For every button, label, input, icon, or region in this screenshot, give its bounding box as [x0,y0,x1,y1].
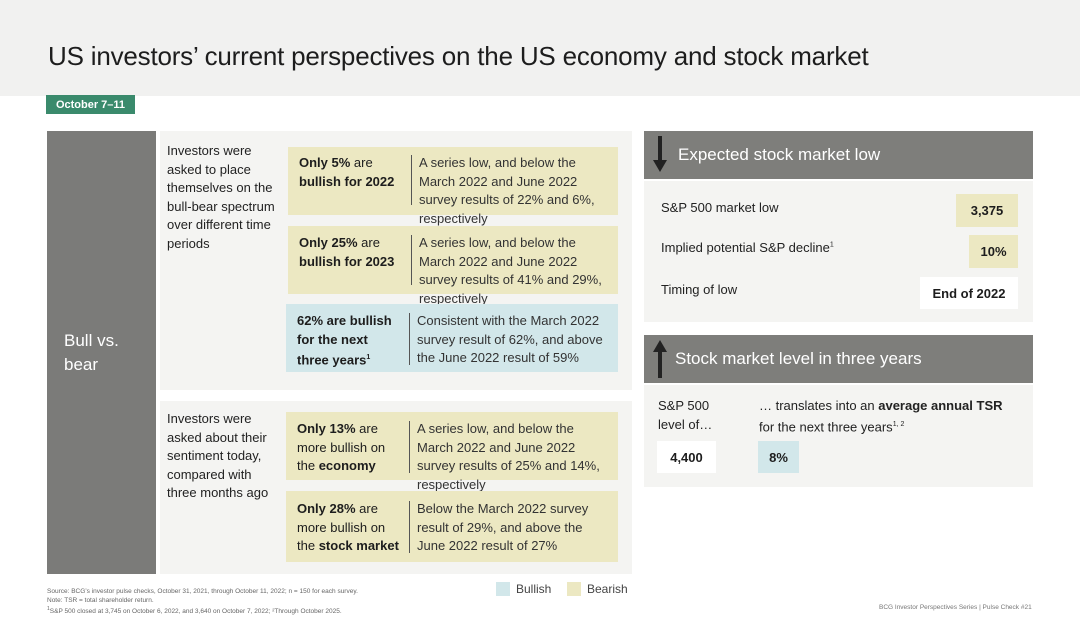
card-description: Consistent with the March 2022 survey re… [417,313,603,365]
footnote-sp500: 1S&P 500 closed at 3,745 on October 6, 2… [47,606,342,616]
card-label: 62% are bullish for the next three years… [297,313,392,368]
market-level-title: Stock market level in three years [675,349,922,368]
legend-bearish: Bearish [567,582,628,596]
bullish-swatch [496,582,510,596]
up-arrow-icon [653,340,667,378]
bull-bear-label: Bull vs. bear [47,131,156,574]
bearish-swatch [567,582,581,596]
card-divider [411,155,412,205]
page-title: US investors’ current perspectives on th… [48,41,869,71]
sentiment-question: Investors were asked about their sentime… [167,411,269,500]
footnote-note: Note: TSR = total shareholder return. [47,597,154,604]
legend-bearish-label: Bearish [587,582,628,596]
market-low-label: S&P 500 market low [661,200,779,215]
market-low-title: Expected stock market low [678,145,881,164]
card-label: Only 5% are bullish for 2022 [299,155,395,189]
timing-low-value: End of 2022 [920,277,1018,309]
bullish-2022-card: Only 5% are bullish for 2022 A series low… [288,147,618,226]
card-divider [409,501,410,553]
timing-low-label: Timing of low [661,282,738,297]
footnote: Source: BCG’s investor pulse checks, Oct… [47,587,358,616]
tsr-value: 8% [758,441,799,473]
tsr-label: … translates into an average annual TSR … [759,398,1003,434]
card-label: Only 13% are more bullish on the economy [297,421,386,473]
card-label: Only 28% are more bullish on the stock mar… [297,501,399,553]
bull-bear-text: Bull vs. bear [64,330,119,374]
spectrum-question: Investors were asked to place themselves… [167,143,275,251]
sp500-level-label: S&P 500 level of… [658,398,713,432]
market-low-header: Expected stock market low [644,131,1033,179]
implied-decline-value: 10% [969,235,1018,268]
card-description: A series low, and below the March 2022 a… [417,421,600,492]
card-divider [409,313,410,365]
card-divider [411,235,412,285]
bullish-three-years-card: 62% are bullish for the next three years… [286,304,618,372]
market-low-value: 3,375 [956,194,1018,227]
footnote-source: Source: BCG’s investor pulse checks, Oct… [47,588,358,595]
card-label: Only 25% are bullish for 2023 [299,235,395,269]
legend-bullish: Bullish [496,582,551,596]
header-band: US investors’ current perspectives on th… [0,0,1080,96]
down-arrow-icon [653,136,667,172]
series-label: BCG Investor Perspectives Series | Pulse… [879,604,1032,611]
implied-decline-label: Implied potential S&P decline1 [661,240,834,255]
economy-card: Only 13% are more bullish on the economy A… [286,412,618,492]
card-description: A series low, and below the March 2022 a… [419,155,595,226]
market-level-header: Stock market level in three years [644,335,1033,383]
card-divider [409,421,410,473]
card-description: A series low, and below the March 2022 a… [419,235,602,306]
date-tag: October 7–11 [46,95,135,114]
legend-bullish-label: Bullish [516,582,552,596]
card-description: Below the March 2022 survey result of 29… [417,501,589,553]
bullish-2023-card: Only 25% are bullish for 2023 A series lo… [288,226,618,306]
sp500-level-value: 4,400 [657,441,716,473]
stock-market-card: Only 28% are more bullish on the stock mar… [286,491,618,562]
